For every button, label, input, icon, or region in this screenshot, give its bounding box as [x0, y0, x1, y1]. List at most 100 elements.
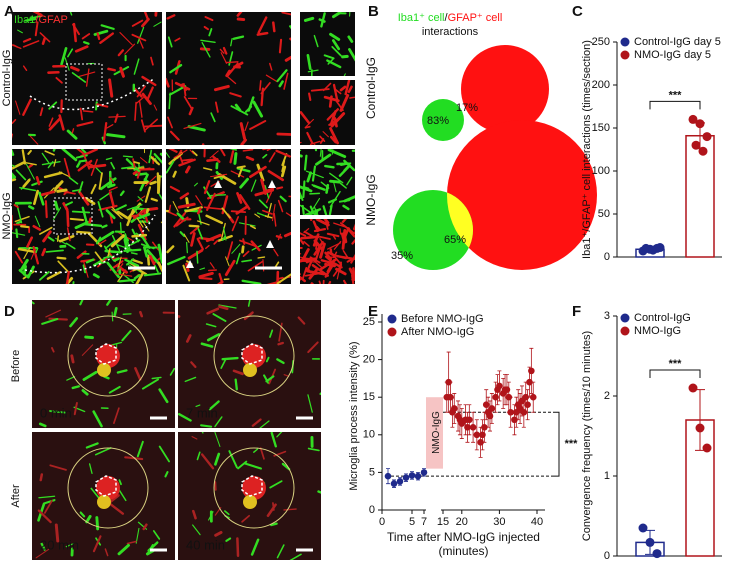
process [214, 416, 223, 428]
process [232, 369, 244, 376]
process [276, 273, 291, 284]
process [61, 149, 78, 162]
process [166, 255, 186, 266]
process [79, 300, 84, 306]
process [66, 210, 70, 228]
process [12, 178, 17, 182]
y-tick-label: 1 [604, 470, 610, 482]
process [111, 206, 122, 219]
process [251, 418, 262, 427]
process [12, 164, 16, 167]
process [259, 447, 265, 460]
process [132, 86, 143, 98]
process [320, 12, 326, 28]
micrograph-content [12, 149, 162, 284]
process [76, 250, 87, 259]
process [151, 376, 162, 380]
process [150, 197, 158, 202]
process [201, 41, 211, 58]
process [323, 219, 330, 225]
micrograph [300, 219, 355, 284]
process [79, 511, 86, 518]
process [323, 54, 335, 60]
data-point [469, 423, 477, 431]
process [55, 76, 63, 84]
y-axis-label: Convergence frequency (times/10 minutes) [581, 331, 593, 541]
process [303, 154, 308, 171]
process [114, 113, 119, 123]
process [327, 198, 338, 204]
process [98, 172, 103, 190]
process [136, 218, 144, 228]
process [289, 25, 291, 30]
data-point [486, 412, 494, 420]
process [183, 122, 202, 129]
y-tick-label: 10 [363, 429, 375, 441]
process [104, 239, 116, 250]
process [253, 448, 259, 453]
panel-label: A [4, 3, 15, 20]
process [78, 159, 87, 163]
process [281, 12, 291, 16]
process [188, 224, 200, 228]
process [99, 177, 117, 191]
process [24, 17, 37, 22]
process [205, 214, 224, 225]
legend-marker [620, 50, 630, 60]
process [190, 361, 197, 369]
process [216, 280, 224, 284]
micrograph [12, 149, 162, 284]
process [124, 258, 140, 267]
process [196, 451, 201, 461]
process [312, 184, 326, 191]
process [176, 212, 186, 222]
process [88, 463, 93, 475]
cell [242, 344, 266, 368]
process [79, 107, 84, 121]
process [250, 179, 257, 192]
process [278, 80, 284, 88]
process [342, 249, 350, 260]
process [270, 522, 278, 527]
process [310, 282, 315, 284]
process [183, 233, 190, 243]
process [265, 375, 275, 383]
process [103, 255, 115, 259]
process [319, 149, 322, 157]
data-point [688, 383, 698, 393]
roi [95, 343, 117, 365]
process [339, 85, 347, 92]
process [144, 175, 157, 187]
micrograph-bg [300, 149, 355, 215]
process [343, 73, 346, 76]
process [179, 231, 186, 238]
process [37, 509, 52, 524]
process [135, 527, 140, 544]
process [315, 219, 330, 227]
title-green: Iba1⁺ cell [398, 12, 445, 24]
process [273, 248, 279, 257]
process [281, 462, 291, 471]
process [259, 80, 262, 91]
process [169, 63, 183, 74]
process [205, 323, 217, 328]
process [121, 165, 136, 170]
process [69, 12, 73, 16]
process [191, 436, 198, 440]
venn-title: Iba1⁺ cell/GFAP⁺ cell [398, 12, 503, 24]
process [81, 389, 89, 396]
micrograph-content [300, 219, 355, 284]
process [347, 35, 354, 43]
cell [96, 476, 120, 500]
legend-label: Before NMO-IgG [401, 313, 484, 325]
process [256, 31, 269, 36]
cell [97, 363, 111, 377]
data-point [645, 537, 655, 547]
y-tick-label: 2 [604, 390, 610, 402]
process [158, 388, 169, 404]
process [232, 35, 245, 40]
process [341, 229, 347, 250]
process [49, 464, 67, 471]
process [221, 356, 239, 361]
